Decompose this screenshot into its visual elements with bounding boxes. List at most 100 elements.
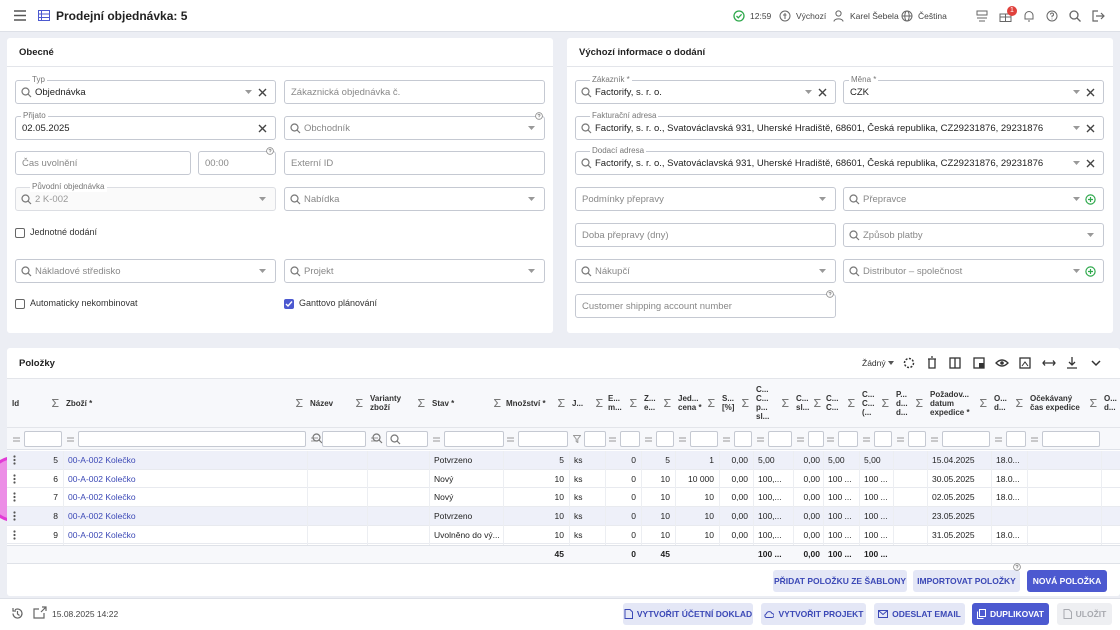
table-row[interactable] (7, 525, 1120, 545)
field-label: Měna * (849, 75, 879, 85)
user[interactable]: Karel Šebela (850, 11, 899, 21)
table-row[interactable] (7, 451, 1120, 470)
filter-input[interactable] (734, 431, 752, 447)
gift-icon[interactable] (999, 10, 1012, 22)
filter-input[interactable] (386, 431, 428, 447)
add-icon (1084, 265, 1096, 277)
menu-icon[interactable] (14, 10, 26, 21)
row-menu (13, 455, 16, 465)
input-field[interactable]: Způsob platby (843, 223, 1104, 247)
table-row[interactable] (7, 469, 1120, 489)
input-field[interactable]: Měna * CZK (843, 75, 1104, 104)
input-field[interactable]: Přijato 02.05.2025 (15, 111, 276, 140)
filter-input[interactable] (838, 431, 858, 447)
input-field[interactable]: Customer shipping account number (575, 290, 836, 318)
cell: 100,... (758, 529, 782, 540)
column-header: C... sl... (796, 394, 810, 412)
row-menu (13, 530, 16, 540)
row-menu (13, 492, 16, 502)
column-separator (675, 451, 676, 545)
button-label: VYTVOŘIT PROJEKT (778, 609, 864, 619)
input-field[interactable]: Projekt (284, 259, 545, 283)
input-field[interactable]: Fakturační adresa Factorify, s. r. o., Sv… (575, 111, 1104, 140)
cell: 10 (704, 492, 714, 503)
stack-icon[interactable] (976, 10, 988, 22)
toolbar-icons[interactable] (902, 356, 1102, 370)
input-field[interactable]: Distributor – společnost (843, 259, 1104, 283)
input-field[interactable]: Čas uvolnění (15, 151, 191, 175)
button[interactable]: VYTVOŘIT PROJEKT (761, 603, 866, 625)
cell: 9 (53, 529, 58, 540)
checkbox[interactable] (15, 299, 25, 309)
filter-input[interactable] (584, 431, 606, 447)
filter-input[interactable] (768, 431, 792, 447)
cell: ks (574, 455, 583, 465)
filter-input[interactable] (1006, 431, 1026, 447)
button[interactable]: DUPLIKOVAT (972, 603, 1049, 625)
input-field[interactable]: Nákladové středisko (15, 259, 276, 283)
input-field[interactable]: Nabídka (284, 187, 545, 211)
input-field[interactable]: Typ Objednávka (15, 75, 276, 104)
button[interactable]: ODESLAT EMAIL (874, 603, 965, 625)
filter-input[interactable] (808, 431, 824, 447)
language[interactable]: Čeština (918, 11, 947, 21)
bell-icon[interactable] (1023, 10, 1035, 22)
filter-input[interactable] (1042, 431, 1100, 447)
button-label: ODESLAT EMAIL (892, 609, 961, 619)
column-header: C... C... (826, 394, 839, 412)
filter-input[interactable] (24, 431, 62, 447)
cell: 0 (631, 473, 636, 484)
filter-input[interactable] (444, 431, 504, 447)
view-select[interactable]: Žádný (862, 358, 886, 368)
cell: 0,00 (731, 529, 748, 540)
view-caret (888, 361, 894, 365)
filter-input[interactable] (518, 431, 568, 447)
input-field[interactable]: Externí ID (284, 151, 545, 175)
history-icon[interactable] (11, 607, 24, 620)
column-header: Název (310, 398, 334, 408)
input-field[interactable]: Obchodník (284, 112, 545, 140)
caret-icon (527, 269, 535, 273)
document-icon[interactable] (33, 606, 47, 619)
page-title: Prodejní objednávka: 5 (56, 9, 188, 23)
filter-input[interactable] (620, 431, 640, 447)
clear-icon (1086, 124, 1094, 132)
input-field[interactable]: Dodací adresa Factorify, s. r. o., Svatov… (575, 146, 1104, 175)
field-placeholder: Nákupčí (595, 266, 630, 277)
input-field[interactable]: Podmínky přepravy (575, 187, 836, 211)
checkbox[interactable] (284, 299, 294, 309)
filter-input[interactable] (690, 431, 718, 447)
input-field[interactable]: Doba přepravy (dny) (575, 223, 836, 247)
filter-input[interactable] (942, 431, 990, 447)
button[interactable]: VYTVOŘIT ÚČETNÍ DOKLAD (623, 603, 753, 625)
input-field[interactable]: Přepravce (843, 187, 1104, 211)
button[interactable]: IMPORTOVAT POLOŽKY (913, 570, 1020, 592)
search-icon (581, 158, 592, 169)
input-field[interactable]: 00:00 (198, 147, 276, 175)
list-icon (38, 10, 50, 21)
cell: 0,00 (803, 473, 820, 484)
table-row[interactable] (7, 488, 1120, 508)
button[interactable]: NOVÁ POLOŽKA (1027, 570, 1107, 592)
filter-input[interactable] (874, 431, 892, 447)
column-separator (991, 451, 992, 545)
timestamp: 15.08.2025 14:22 (52, 609, 119, 619)
help-icon[interactable] (1046, 10, 1058, 22)
filter-input[interactable] (656, 431, 674, 447)
input-field[interactable]: Nákupčí (575, 259, 836, 283)
input-field[interactable]: Zákazník * Factorify, s. r. o. (575, 75, 836, 104)
search-icon[interactable] (1069, 10, 1081, 22)
filter-input[interactable] (322, 431, 366, 447)
caret-icon (1086, 233, 1094, 237)
table-row[interactable] (7, 507, 1120, 526)
column-separator (927, 451, 928, 545)
logout-icon[interactable] (1092, 10, 1105, 22)
profile[interactable]: Výchozí (796, 11, 827, 21)
checkbox[interactable] (15, 228, 25, 238)
search-icon (581, 123, 592, 134)
filter-input[interactable] (78, 431, 306, 447)
total-cell: 100 ... (758, 549, 782, 559)
input-field[interactable]: Zákaznická objednávka č. (284, 80, 545, 104)
filter-input[interactable] (908, 431, 926, 447)
button[interactable]: PŘIDAT POLOŽKU ZE ŠABLONY (773, 570, 907, 592)
